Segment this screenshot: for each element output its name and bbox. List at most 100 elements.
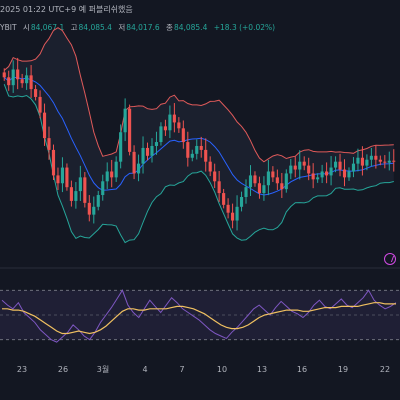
candle xyxy=(253,171,257,187)
candle xyxy=(7,70,11,91)
candle-body xyxy=(284,173,288,190)
candle-body xyxy=(56,175,60,184)
candle xyxy=(271,166,275,182)
candle xyxy=(2,68,6,81)
candle xyxy=(378,155,382,166)
candle xyxy=(217,170,221,202)
candle-body xyxy=(38,96,42,113)
candle-body xyxy=(231,212,235,221)
candle-body xyxy=(248,175,253,188)
candle xyxy=(204,138,208,172)
candle-body xyxy=(262,185,266,194)
rsi-line xyxy=(1,289,397,343)
candle-body xyxy=(123,108,127,133)
candle-body xyxy=(311,173,315,180)
candle-body xyxy=(217,181,221,194)
candle xyxy=(74,182,78,209)
candle-body xyxy=(316,177,320,180)
candle xyxy=(369,147,373,167)
candle xyxy=(248,165,253,197)
candle-body xyxy=(83,177,87,203)
candle xyxy=(284,169,288,193)
rsi-ma-line xyxy=(2,302,396,335)
candle xyxy=(141,136,145,174)
candle xyxy=(172,103,176,133)
x-tick-label: 23 xyxy=(17,365,27,374)
alert-icon[interactable] xyxy=(384,253,396,265)
candle xyxy=(114,156,118,182)
candle-body xyxy=(365,159,369,166)
candle-body xyxy=(342,169,347,178)
candle xyxy=(213,163,217,189)
candle xyxy=(119,124,123,169)
candle xyxy=(266,159,270,196)
candle-body xyxy=(208,161,212,172)
candle xyxy=(132,145,136,180)
candle-body xyxy=(378,159,382,162)
symbol-label: YBIT xyxy=(0,23,17,32)
candle-body xyxy=(163,126,167,131)
candle-body xyxy=(181,128,185,143)
candle xyxy=(29,65,33,98)
candle xyxy=(356,148,360,172)
candle-body xyxy=(369,155,373,160)
candle xyxy=(329,156,333,186)
candle xyxy=(374,145,378,169)
candle xyxy=(365,154,369,171)
candle-body xyxy=(172,114,176,123)
candle-body xyxy=(114,161,118,178)
candle-body xyxy=(325,171,329,176)
candle-body xyxy=(275,177,279,184)
x-tick-label: 4 xyxy=(142,365,147,374)
close-label: 종 xyxy=(166,23,173,32)
candle-body xyxy=(257,183,262,194)
candle xyxy=(60,157,65,193)
candle-body xyxy=(387,160,391,163)
candle xyxy=(150,138,154,163)
candle xyxy=(96,190,100,211)
high-value: 84,085.4 xyxy=(78,23,112,32)
candle-body xyxy=(307,165,311,174)
candle xyxy=(83,172,87,208)
candle-body xyxy=(266,171,270,186)
candle xyxy=(316,173,320,183)
candle-body xyxy=(190,153,194,158)
candle-body xyxy=(145,147,150,156)
candle-body xyxy=(141,147,145,164)
candle-body xyxy=(338,161,342,170)
chart-header: 2025 01:22 UTC+9 예 퍼블리쉬했음 xyxy=(0,0,400,22)
candle xyxy=(92,196,96,224)
candle-body xyxy=(87,202,91,215)
candle xyxy=(159,122,163,146)
candle xyxy=(342,159,347,187)
candle-body xyxy=(351,163,356,172)
candle-body xyxy=(235,206,239,221)
candle-body xyxy=(29,75,33,90)
candle-body xyxy=(213,171,217,182)
candle xyxy=(163,119,167,136)
candle xyxy=(325,162,329,184)
candle-body xyxy=(374,155,378,160)
candle xyxy=(226,198,230,219)
bollinger-lower-line xyxy=(3,84,394,244)
candle xyxy=(244,179,248,204)
candle xyxy=(199,136,203,158)
candle xyxy=(347,167,351,181)
candle-body xyxy=(51,149,56,176)
candle-body xyxy=(132,151,136,174)
candle-body xyxy=(74,191,78,201)
candle xyxy=(280,172,284,198)
candle xyxy=(235,195,239,231)
candle xyxy=(275,169,279,190)
x-tick-label: 13 xyxy=(257,365,267,374)
candle xyxy=(320,164,324,184)
candle xyxy=(78,165,82,201)
candle xyxy=(38,90,42,119)
candle xyxy=(302,156,306,171)
candle-body xyxy=(356,157,360,164)
candle-body xyxy=(78,177,82,192)
candle xyxy=(105,162,109,190)
candle-body xyxy=(199,145,203,150)
candle xyxy=(208,156,212,177)
